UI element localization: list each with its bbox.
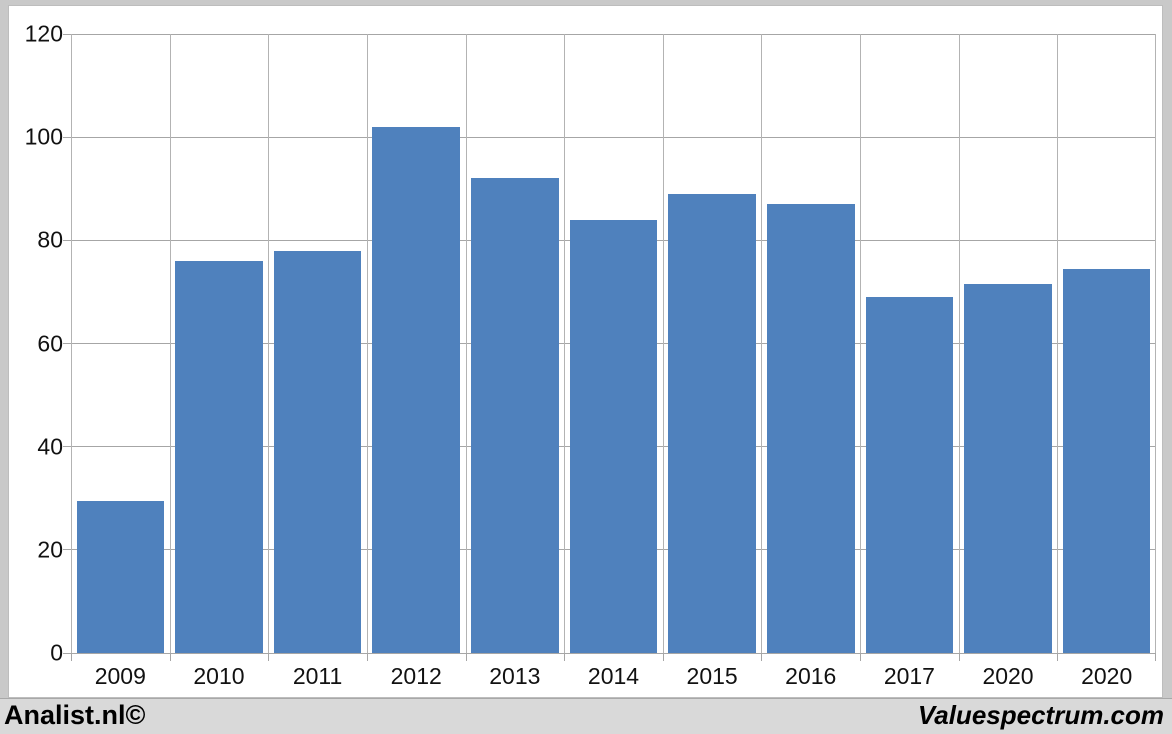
x-axis-label: 2017 (883, 663, 935, 689)
x-axis-label: 2012 (390, 663, 442, 689)
x-tick (564, 653, 566, 661)
y-tick (63, 652, 71, 654)
x-axis-label: 2011 (292, 663, 343, 689)
x-tick (1155, 653, 1156, 661)
x-tick (169, 653, 171, 661)
x-axis-label: 2009 (94, 663, 146, 689)
y-tick (63, 446, 71, 448)
bar (766, 204, 855, 653)
h-gridline (71, 33, 1156, 35)
y-tick (63, 136, 71, 138)
bar (175, 260, 263, 653)
v-gridline (662, 34, 664, 653)
x-axis-label: 2014 (587, 663, 640, 689)
x-tick (71, 653, 72, 661)
x-tick (860, 653, 862, 661)
h-gridline (71, 652, 1156, 654)
y-axis-label: 60 (37, 330, 63, 356)
x-tick (465, 653, 467, 661)
footer: Analist.nl© Valuespectrum.com (0, 698, 1172, 734)
x-axis-label: 2015 (686, 663, 738, 689)
bar (569, 219, 658, 653)
v-gridline (860, 34, 862, 653)
v-gridline (71, 34, 72, 653)
bar (1062, 268, 1151, 653)
y-axis-label: 100 (24, 123, 63, 150)
bar (668, 193, 756, 653)
bar (964, 284, 1052, 653)
v-gridline (958, 34, 960, 653)
y-axis-label: 80 (37, 226, 63, 253)
x-axis-label: 2013 (489, 663, 541, 689)
y-tick (63, 239, 71, 241)
v-gridline (169, 34, 171, 653)
x-tick (268, 653, 270, 661)
y-axis-label: 20 (37, 536, 63, 563)
bar (273, 250, 362, 653)
y-axis-label: 120 (24, 20, 63, 47)
v-gridline (761, 34, 763, 653)
v-gridline (268, 34, 270, 653)
v-gridline (465, 34, 467, 653)
bar (76, 500, 165, 653)
bar (865, 297, 954, 653)
x-axis-label: 2020 (1081, 663, 1133, 689)
y-axis-label: 0 (50, 639, 63, 666)
plot-area (63, 33, 1156, 661)
footer-brand-analist: Analist.nl© (4, 700, 146, 730)
v-gridline (564, 34, 566, 653)
h-gridline (71, 136, 1156, 138)
x-tick (958, 653, 960, 661)
x-tick (1057, 653, 1059, 661)
bar (471, 178, 559, 653)
x-axis-label: 2010 (193, 663, 245, 689)
footer-brand-valuespectrum: Valuespectrum.com (917, 700, 1164, 730)
v-gridline (366, 34, 368, 653)
x-axis-label: 2016 (785, 663, 837, 689)
x-tick (662, 653, 664, 661)
x-tick (366, 653, 368, 661)
y-axis-label: 40 (37, 433, 63, 460)
chart-surface: 0 20 40 60 80 100 120 2009 2010 2011 2012 2013 2014… (8, 5, 1163, 698)
bar (372, 126, 461, 653)
y-tick (63, 343, 71, 344)
v-gridline (1057, 34, 1059, 653)
x-axis-label: 2020 (982, 663, 1034, 689)
v-gridline (1155, 34, 1156, 653)
y-tick (63, 549, 71, 551)
x-tick (761, 653, 763, 661)
y-tick (63, 33, 71, 35)
